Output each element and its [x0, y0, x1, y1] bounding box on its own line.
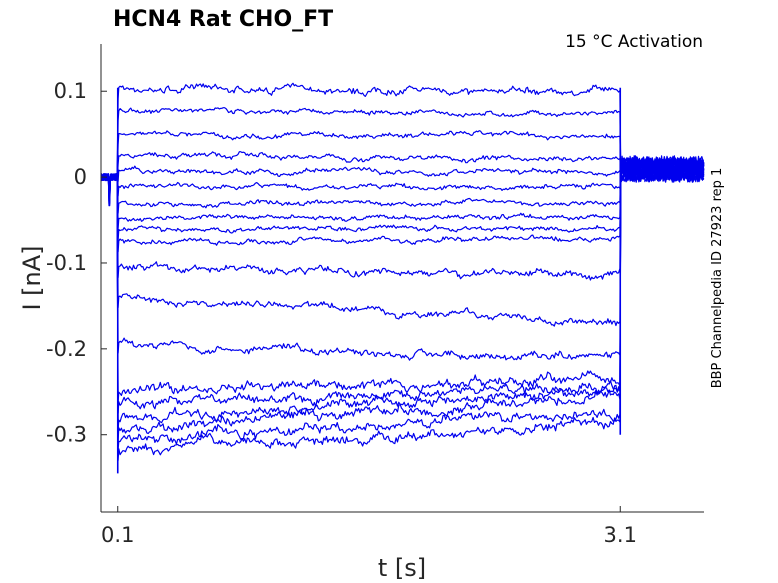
traces	[100, 82, 705, 474]
trace-19	[100, 155, 705, 462]
x-tick-label: 3.1	[604, 523, 637, 547]
axes: 0.1 0 -0.1 -0.2 -0.3 0.1 3.1	[46, 44, 704, 547]
trace-17	[100, 156, 705, 442]
trace-9	[100, 164, 705, 242]
trace-1	[100, 82, 705, 183]
trace-4	[100, 151, 705, 183]
y-axis-label: I [nA]	[18, 245, 46, 310]
side-label: BBP Channelpedia ID 27923 rep 1	[710, 168, 725, 389]
trace-6	[100, 166, 705, 197]
trace-15	[100, 158, 705, 414]
trace-13	[100, 160, 705, 361]
trace-11	[100, 162, 705, 281]
chart-annotation: 15 °C Activation	[565, 32, 703, 52]
y-tick-label: 0	[74, 165, 87, 189]
trace-8	[100, 165, 705, 230]
x-tick-label: 0.1	[101, 523, 134, 547]
trace-10	[100, 163, 705, 253]
y-tick-label: -0.2	[46, 337, 87, 361]
y-tick-label: -0.3	[46, 423, 87, 447]
trace-16	[100, 157, 705, 431]
y-tick-label: 0.1	[54, 79, 87, 103]
chart-title: HCN4 Rat CHO_FT	[113, 7, 333, 32]
trace-5	[100, 165, 704, 184]
trace-14	[100, 159, 705, 403]
x-axis-label: t [s]	[378, 554, 426, 582]
trace-18	[100, 156, 704, 450]
y-tick-label: -0.1	[46, 251, 87, 275]
